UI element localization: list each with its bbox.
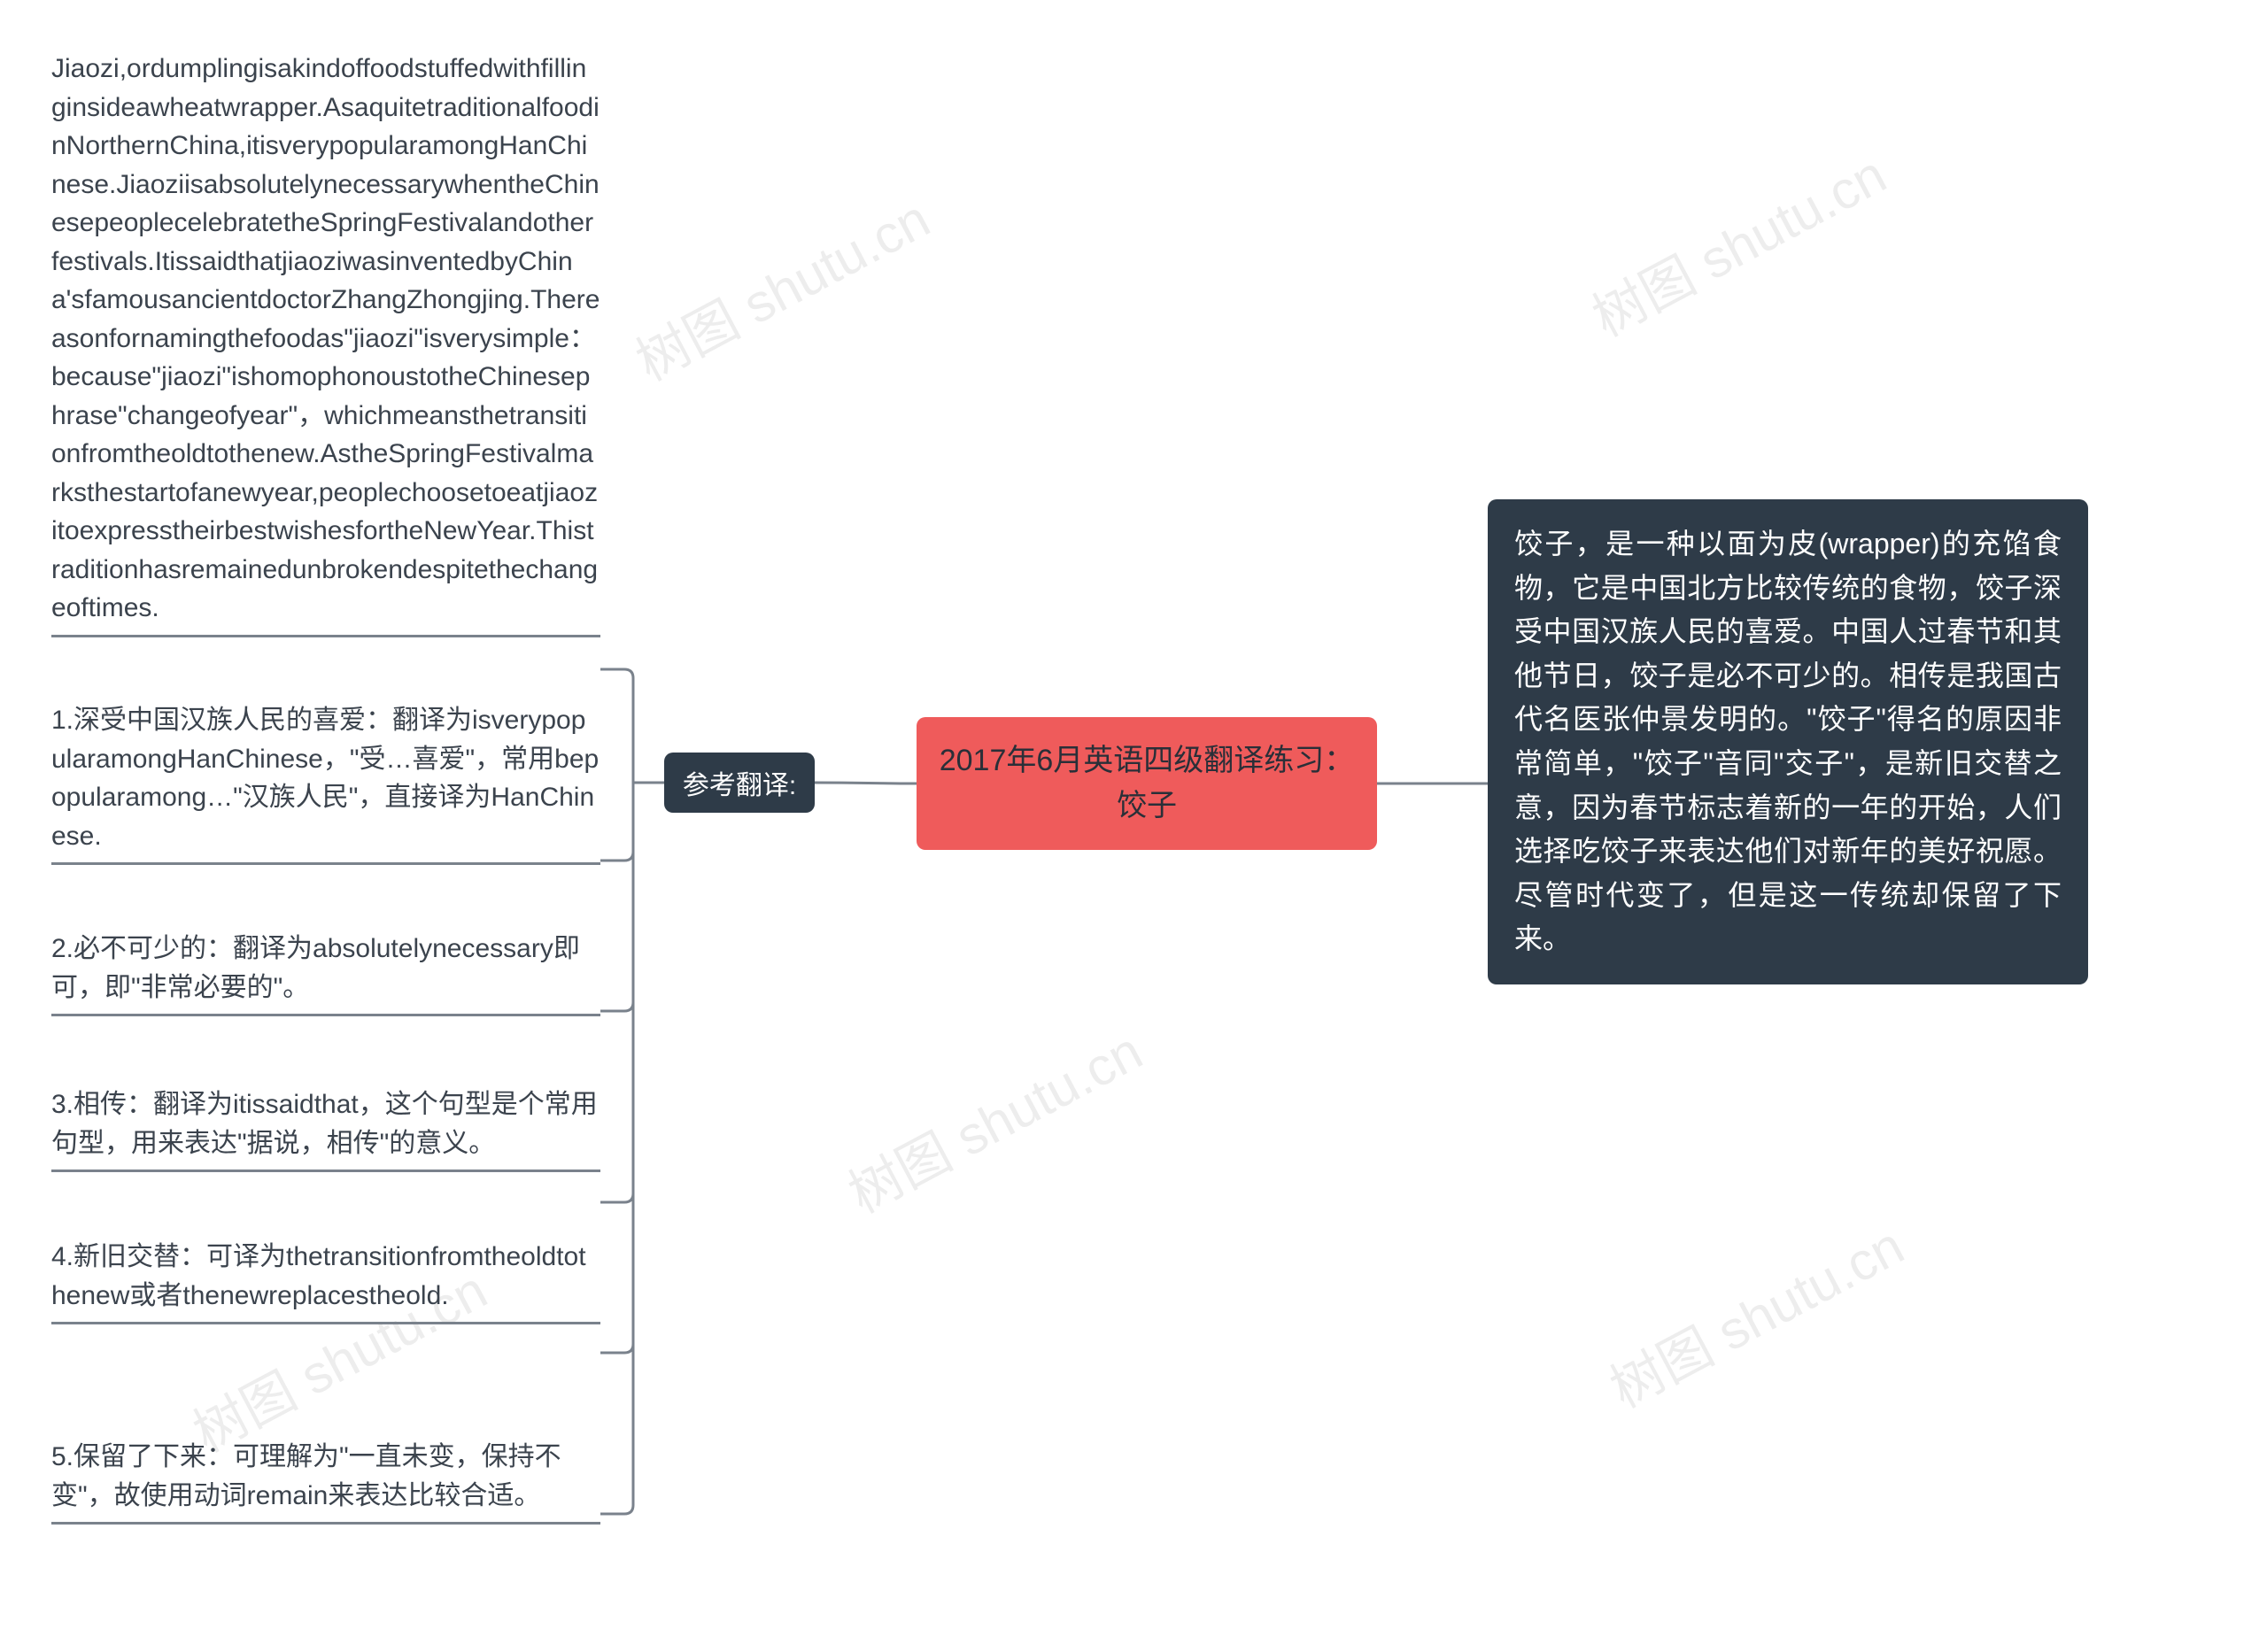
leaf-text: 2.必不可少的：翻译为absolutelynecessary即可，即"非常必要的…: [51, 934, 580, 1002]
watermark: 树图 shutu.cn: [1595, 1204, 1915, 1423]
connector-leaf-1: [600, 783, 633, 861]
watermark: 树图 shutu.cn: [621, 177, 941, 396]
leaf-text: 3.相传：翻译为itissaidthat，这个句型是个常用句型，用来表达"据说，…: [51, 1090, 598, 1158]
leaf-node[interactable]: 4.新旧交替：可译为thetransitionfromtheoldtothene…: [51, 1238, 600, 1324]
connector-leaf-3: [600, 783, 633, 1202]
watermark: 树图 shutu.cn: [833, 1009, 1154, 1228]
connector-leaf-0: [600, 669, 633, 783]
leaf-text: 5.保留了下来：可理解为"一直未变，保持不变"，故使用动词remain来表达比较…: [51, 1442, 561, 1510]
leaf-node[interactable]: Jiaozi,ordumplingisakindoffoodstuffedwit…: [51, 50, 600, 637]
right-branch-text: 饺子，是一种以面为皮(wrapper)的充馅食物，它是中国北方比较传统的食物，饺…: [1514, 528, 2062, 954]
left-branch-node[interactable]: 参考翻译:: [664, 753, 815, 813]
leaf-node[interactable]: 3.相传：翻译为itissaidthat，这个句型是个常用句型，用来表达"据说，…: [51, 1085, 600, 1172]
right-branch-node[interactable]: 饺子，是一种以面为皮(wrapper)的充馅食物，它是中国北方比较传统的食物，饺…: [1488, 499, 2088, 984]
connector-root-left: [815, 783, 917, 784]
watermark: 树图 shutu.cn: [1577, 133, 1898, 351]
connector-leaf-2: [600, 783, 633, 1011]
connector-leaf-4: [600, 783, 633, 1353]
leaf-text: Jiaozi,ordumplingisakindoffoodstuffedwit…: [51, 54, 600, 622]
root-node[interactable]: 2017年6月英语四级翻译练习：饺子: [917, 717, 1377, 850]
left-branch-label: 参考翻译:: [683, 763, 796, 802]
leaf-node[interactable]: 2.必不可少的：翻译为absolutelynecessary即可，即"非常必要的…: [51, 930, 600, 1016]
leaf-node[interactable]: 5.保留了下来：可理解为"一直未变，保持不变"，故使用动词remain来表达比较…: [51, 1438, 600, 1525]
leaf-text: 4.新旧交替：可译为thetransitionfromtheoldtothene…: [51, 1242, 586, 1310]
leaf-text: 1.深受中国汉族人民的喜爱：翻译为isverypopularamongHanCh…: [51, 706, 599, 851]
leaf-node[interactable]: 1.深受中国汉族人民的喜爱：翻译为isverypopularamongHanCh…: [51, 701, 600, 865]
root-title: 2017年6月英语四级翻译练习：饺子: [934, 738, 1359, 829]
connector-leaf-5: [600, 783, 633, 1514]
